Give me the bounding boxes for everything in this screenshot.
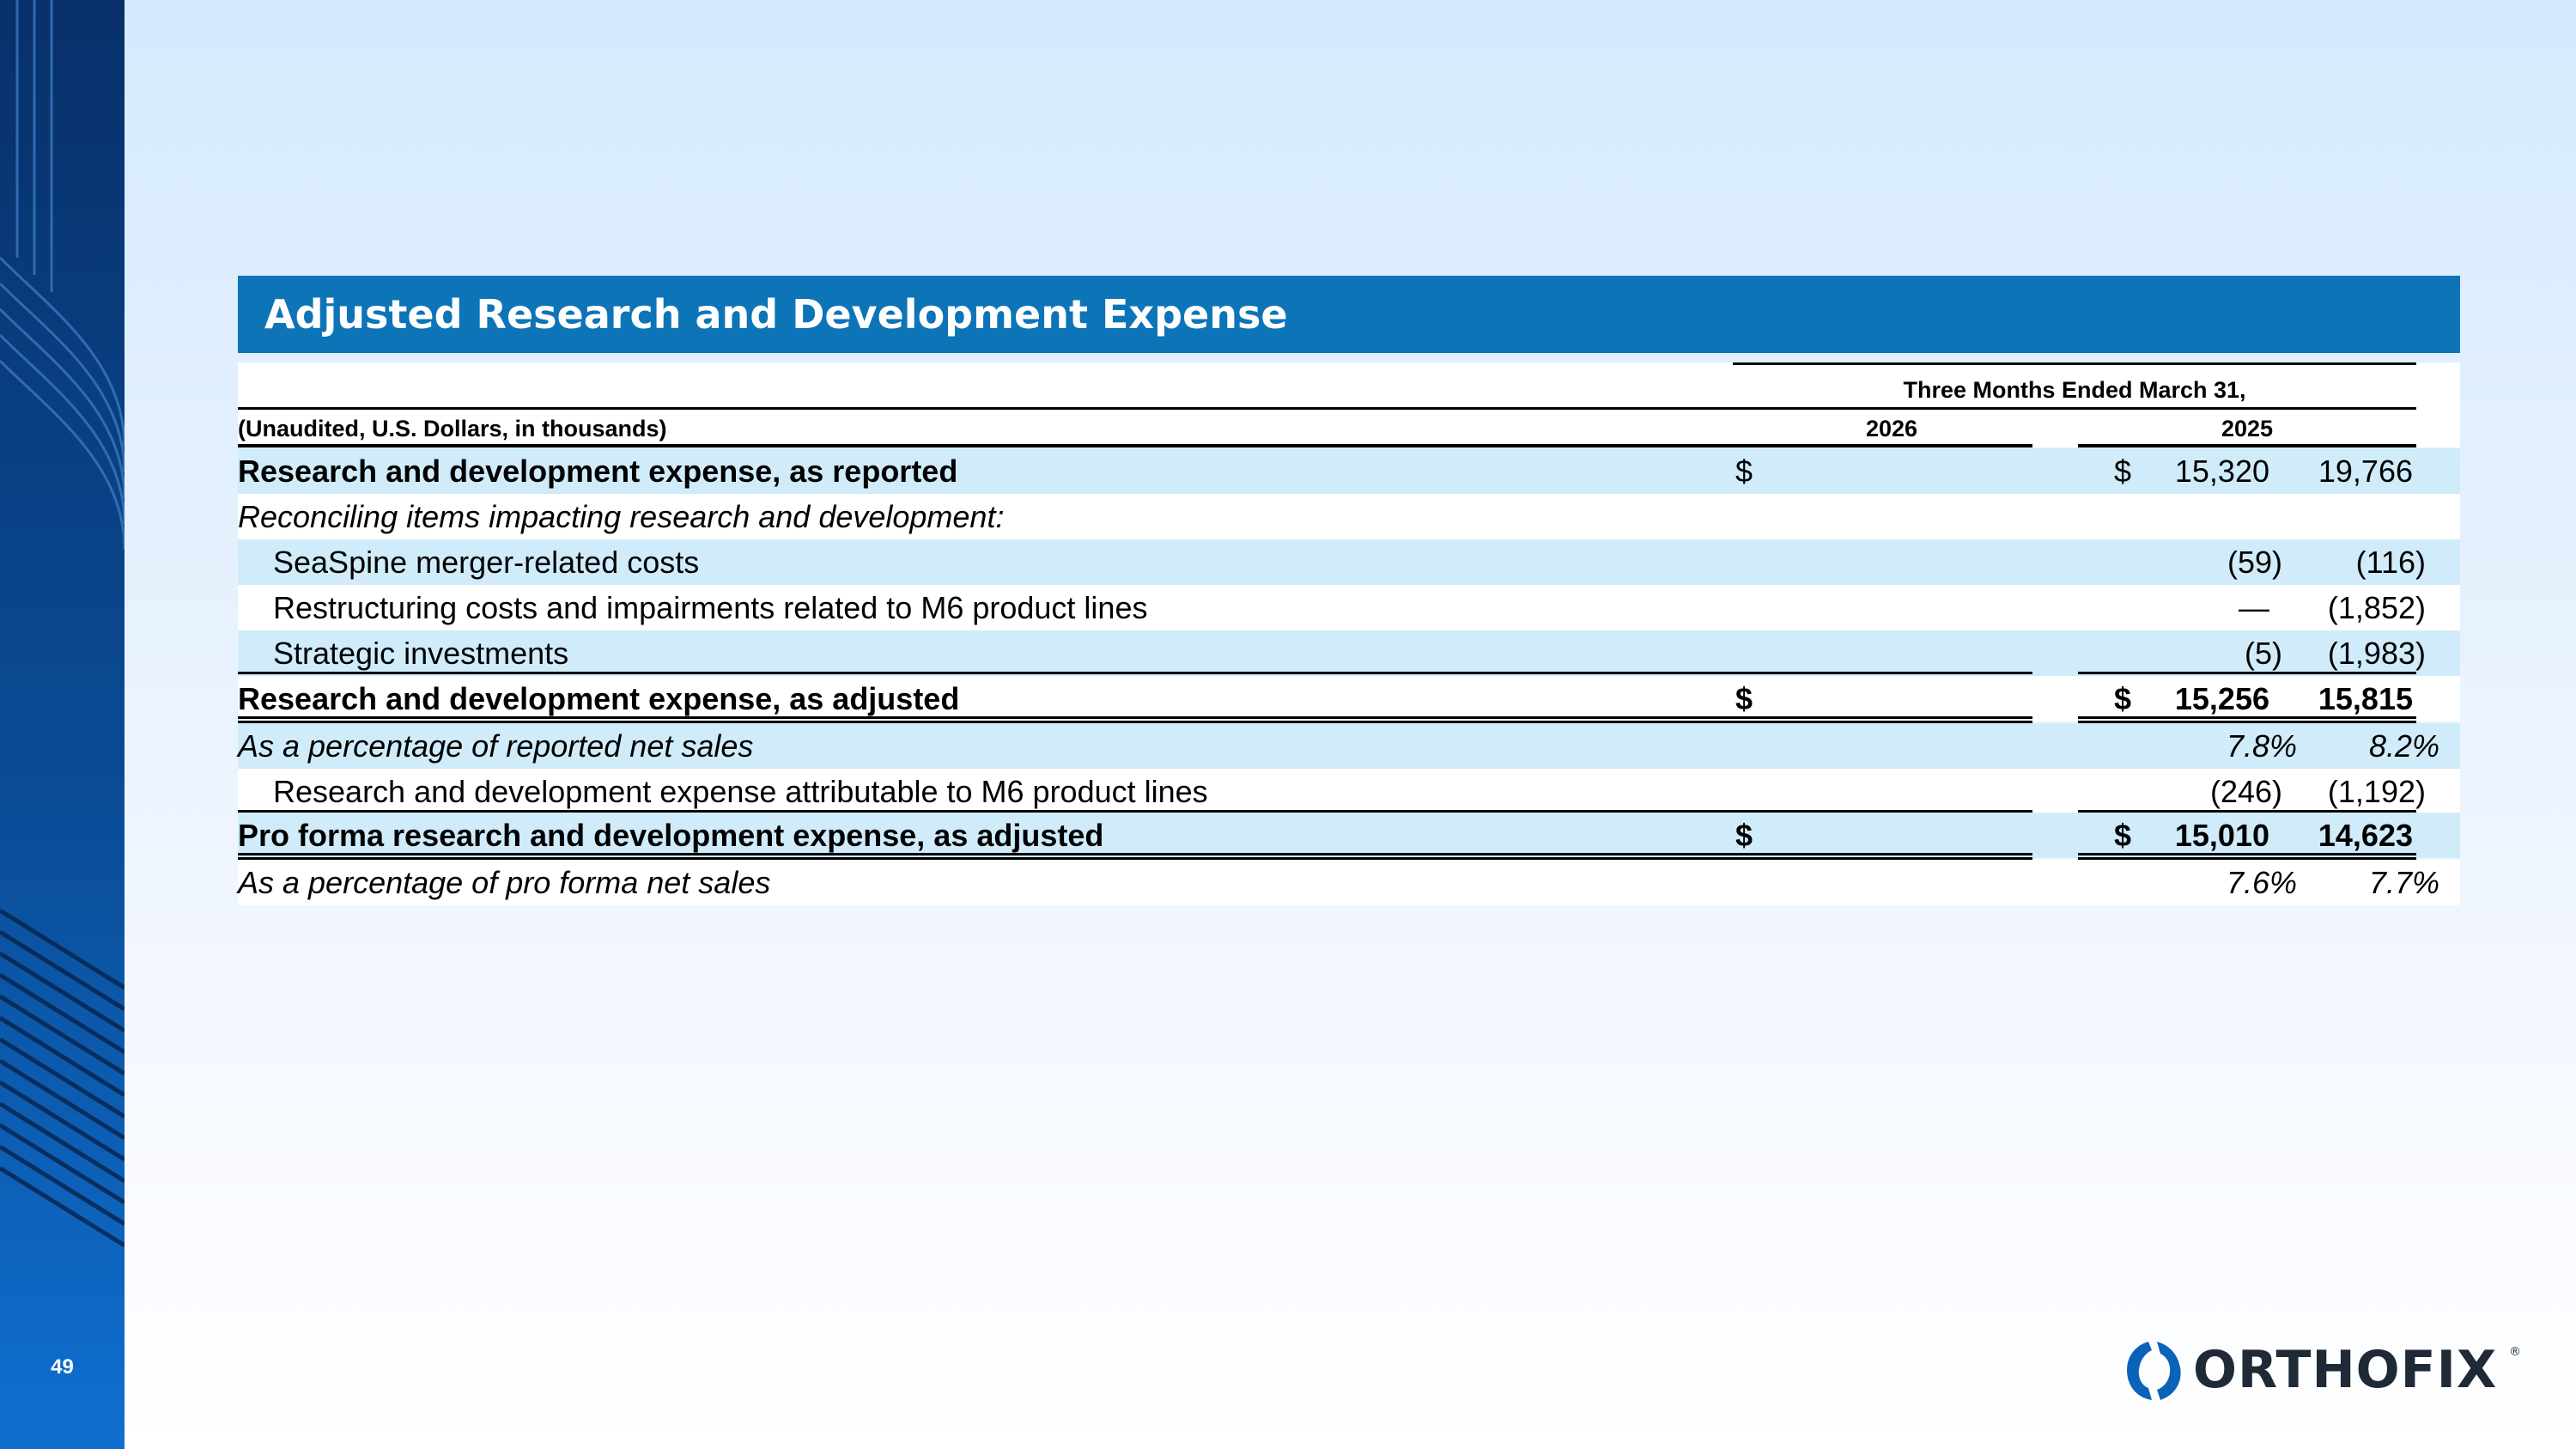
col1-header: 2026 bbox=[1865, 416, 1918, 441]
orthofix-logo: ORTHOFIX ® bbox=[2123, 1338, 2521, 1403]
currency-symbol: $ bbox=[2114, 818, 2132, 853]
table-row: Pro forma research and development expen… bbox=[238, 813, 2460, 858]
row-label: As a percentage of pro forma net sales bbox=[238, 865, 771, 900]
subtotal-rule bbox=[238, 810, 2032, 813]
units-note: (Unaudited, U.S. Dollars, in thousands) bbox=[238, 416, 667, 441]
row-value-2026: 15,320 bbox=[2174, 454, 2269, 489]
period-header: Three Months Ended March 31, bbox=[1903, 377, 2246, 403]
logo-mark-icon bbox=[2127, 1342, 2181, 1400]
row-value-2026: (59) bbox=[2227, 545, 2282, 580]
header-top-rule bbox=[1733, 362, 2416, 365]
table-title: Adjusted Research and Development Expens… bbox=[238, 276, 2460, 353]
registered-mark: ® bbox=[2509, 1345, 2521, 1359]
header-mid-rule bbox=[238, 407, 2416, 410]
row-value-2026: (5) bbox=[2245, 636, 2282, 671]
row-label: As a percentage of reported net sales bbox=[238, 728, 754, 764]
currency-symbol: $ bbox=[1735, 818, 1753, 853]
row-label: Reconciling items impacting research and… bbox=[238, 499, 1005, 534]
total-double-rule-top-col2 bbox=[2078, 853, 2416, 855]
row-value-2025: 15,815 bbox=[2318, 681, 2413, 716]
total-double-rule-bottom-col2 bbox=[2078, 721, 2416, 723]
row-value-2025: (1,192) bbox=[2327, 774, 2426, 809]
table-row: Research and development expense, as adj… bbox=[238, 676, 2460, 721]
page-number: 49 bbox=[51, 1355, 74, 1379]
row-label: Research and development expense, as adj… bbox=[238, 681, 960, 716]
col2-header: 2025 bbox=[2221, 416, 2274, 441]
table-row: Reconciling items impacting research and… bbox=[238, 494, 2460, 539]
header-bottom-rule-col2 bbox=[2078, 444, 2416, 447]
row-value-2026: 7.6% bbox=[2226, 865, 2297, 900]
row-value-2026: 15,010 bbox=[2174, 818, 2269, 853]
currency-symbol: $ bbox=[1735, 681, 1753, 716]
row-value-2025: 8.2% bbox=[2368, 728, 2439, 764]
currency-symbol: $ bbox=[2114, 681, 2132, 716]
table-header bbox=[238, 362, 2460, 447]
row-value-2026: — bbox=[2239, 590, 2269, 625]
subtotal-rule bbox=[238, 672, 2032, 674]
total-double-rule-top-col2 bbox=[2078, 716, 2416, 719]
total-double-rule-bottom bbox=[238, 857, 2032, 860]
header-bottom-rule bbox=[238, 444, 2032, 447]
table-row: Research and development expense attribu… bbox=[238, 769, 2460, 814]
currency-symbol: $ bbox=[2114, 454, 2132, 489]
table-row: Strategic investments (5) (1,983) bbox=[238, 630, 2460, 676]
row-label: Strategic investments bbox=[273, 636, 569, 671]
table-row: As a percentage of reported net sales 7.… bbox=[238, 723, 2460, 769]
row-value-2026: (246) bbox=[2209, 774, 2282, 809]
row-label: Restructuring costs and impairments rela… bbox=[273, 590, 1148, 625]
row-label: Research and development expense, as rep… bbox=[238, 454, 958, 489]
row-value-2025: (116) bbox=[2355, 545, 2426, 580]
total-double-rule-bottom-col2 bbox=[2078, 857, 2416, 860]
row-value-2025: 7.7% bbox=[2368, 865, 2439, 900]
row-value-2025: (1,983) bbox=[2327, 636, 2426, 671]
stripe-pattern-icon bbox=[0, 0, 125, 1248]
row-value-2025: 14,623 bbox=[2318, 818, 2413, 853]
total-double-rule-top bbox=[238, 716, 2032, 719]
row-label: Pro forma research and development expen… bbox=[238, 818, 1104, 853]
row-value-2026: 7.8% bbox=[2226, 728, 2297, 764]
row-label: SeaSpine merger-related costs bbox=[273, 545, 700, 580]
left-decorative-band bbox=[0, 0, 125, 1449]
subtotal-rule-col2 bbox=[2078, 672, 2416, 674]
table-row: As a percentage of pro forma net sales 7… bbox=[238, 860, 2460, 905]
table-row: SeaSpine merger-related costs (59) (116) bbox=[238, 539, 2460, 585]
row-value-2025: (1,852) bbox=[2327, 590, 2426, 625]
total-double-rule-bottom bbox=[238, 721, 2032, 723]
table-row: Restructuring costs and impairments rela… bbox=[238, 585, 2460, 630]
table-row: Research and development expense, as rep… bbox=[238, 448, 2460, 494]
currency-symbol: $ bbox=[1735, 454, 1753, 489]
subtotal-rule-col2 bbox=[2078, 810, 2416, 813]
row-value-2025: 19,766 bbox=[2318, 454, 2413, 489]
logo-wordmark: ORTHOFIX bbox=[2193, 1340, 2498, 1400]
total-double-rule-top bbox=[238, 853, 2032, 855]
row-value-2026: 15,256 bbox=[2174, 681, 2269, 716]
row-label: Research and development expense attribu… bbox=[273, 774, 1208, 809]
